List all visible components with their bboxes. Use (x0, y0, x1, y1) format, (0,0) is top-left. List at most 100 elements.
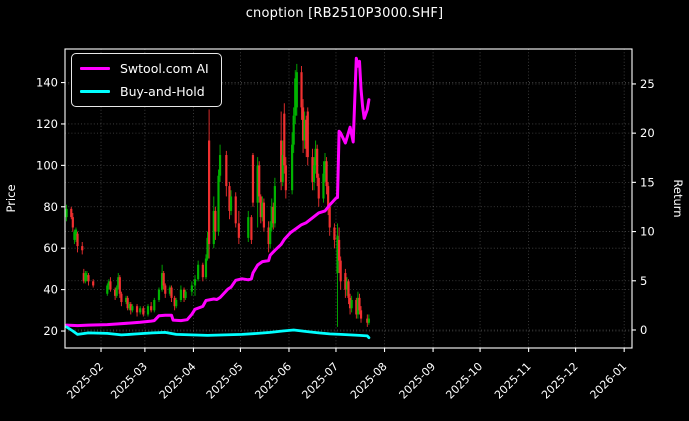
bh-line-swatch-icon (80, 89, 110, 94)
candle-body (338, 239, 341, 261)
candle-body (129, 304, 132, 311)
chart-title: cnoption [RB2510P3000.SHF] (245, 6, 444, 21)
candle-body (214, 210, 217, 232)
candle-body (291, 144, 294, 191)
price-axis-label: Price (4, 184, 18, 212)
candle-body (316, 148, 319, 178)
candle-body (201, 264, 204, 278)
return-tick-label: 25 (640, 77, 655, 91)
x-tick-label: 2025-03 (108, 360, 150, 402)
candle-body (193, 279, 197, 286)
candle-body (124, 297, 128, 303)
candle-body (120, 293, 123, 303)
candle-body (179, 289, 183, 300)
candle-body (327, 186, 330, 207)
candle-body (153, 299, 156, 311)
candle-body (322, 173, 325, 199)
candle-body (339, 260, 342, 282)
candle-body (228, 186, 231, 211)
legend-item-bh: Buy-and-Hold (80, 82, 209, 101)
candle-body (73, 231, 76, 240)
candle-body (207, 140, 211, 245)
candle-body (87, 275, 90, 282)
return-tick-label: 10 (640, 225, 655, 239)
legend-label-bh: Buy-and-Hold (120, 84, 205, 99)
candle-body (267, 227, 270, 245)
candle-body (295, 72, 298, 108)
price-tick-label: 20 (43, 324, 58, 338)
candle-body (317, 177, 320, 199)
price-tick-label: 80 (43, 200, 58, 214)
candle-body (76, 233, 79, 247)
candle-body (173, 297, 176, 307)
candle-body (312, 165, 316, 182)
candle-body (283, 113, 286, 166)
x-tick-label: 2025-06 (252, 360, 294, 402)
candle-body (311, 157, 314, 182)
candle-body (292, 115, 295, 145)
candle-body (347, 281, 350, 298)
candle-body (300, 72, 303, 108)
legend-label-ai: Swtool.com AI (120, 61, 209, 76)
candle-body (225, 155, 228, 187)
candle-body (117, 277, 120, 288)
candle-body (305, 119, 308, 149)
candle-body (273, 186, 276, 224)
price-tick-label: 100 (36, 158, 58, 172)
candle-body (336, 235, 339, 274)
candle-body (350, 299, 353, 309)
candle-body (212, 210, 215, 245)
candle-body (262, 202, 266, 228)
ai-return-line (65, 56, 371, 328)
candle-body (356, 297, 359, 315)
candle-body (270, 206, 273, 228)
x-tick-label: 2025-08 (348, 360, 390, 402)
candle-body (303, 119, 306, 141)
candle-body (197, 264, 200, 280)
candle-body (358, 297, 361, 311)
candle-body (109, 281, 112, 290)
candle-body (229, 196, 233, 211)
candle-body (157, 289, 161, 300)
candle-body (184, 291, 187, 298)
candle-body (256, 165, 259, 203)
x-tick-label: 2025-09 (397, 360, 439, 402)
candle-body (82, 273, 85, 282)
candle-body (146, 306, 150, 315)
candle-body (84, 273, 87, 282)
candle-body (106, 285, 109, 294)
candle-body (281, 155, 284, 182)
candle-body (272, 206, 275, 224)
candle-body (355, 299, 358, 315)
x-tick-label: 2025-02 (64, 360, 106, 402)
candle-body (301, 107, 305, 141)
return-axis-label: Return (671, 179, 685, 217)
candle-body (107, 281, 110, 286)
chart-legend: Swtool.com AI Buy-and-Hold (71, 53, 222, 107)
return-tick-label: 20 (640, 126, 655, 140)
candle-body (250, 217, 253, 240)
candle-body (81, 246, 84, 251)
candle-body (333, 227, 336, 240)
candle-body (261, 202, 264, 218)
x-tick-label: 2025-07 (299, 360, 341, 402)
candle-body (131, 306, 134, 311)
candle-body (85, 275, 89, 278)
candle-body (217, 175, 220, 232)
candle-body (139, 308, 142, 313)
candle-body (70, 208, 73, 218)
candle-body (126, 297, 129, 309)
candle-body (204, 258, 208, 278)
candle-body (206, 237, 209, 259)
candle-body (234, 196, 237, 224)
candle-body (284, 165, 287, 191)
candle-body (294, 78, 297, 116)
candle-body (170, 287, 173, 298)
candle-body (344, 273, 347, 290)
x-tick-label: 2026-01 (588, 360, 630, 402)
candle-body (182, 289, 186, 298)
legend-item-ai: Swtool.com AI (80, 59, 209, 78)
candle-body (190, 285, 193, 292)
candle-body (323, 161, 327, 174)
